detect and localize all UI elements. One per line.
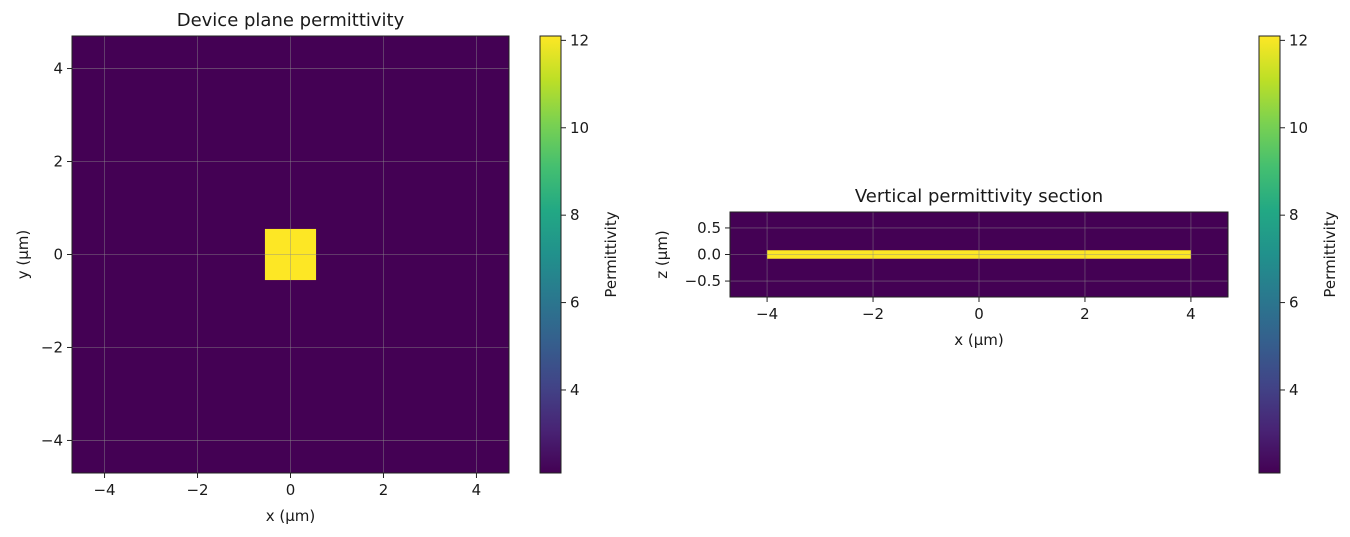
chart1-xlabel: x (μm)	[266, 507, 316, 525]
colorbar2-gradient	[1258, 35, 1281, 474]
colorbar-2: 4 6 8 10 12 Permittivity	[1258, 31, 1339, 474]
colorbar-tick-label: 10	[570, 119, 589, 137]
colorbar-tick-label: 6	[570, 294, 580, 312]
y-tick-label: 0	[53, 246, 63, 264]
chart-vertical-section: Vertical permittivity section −4 −2 0 2 4 −0…	[653, 186, 1229, 349]
colorbar-tick-label: 10	[1289, 119, 1308, 137]
chart1-title: Device plane permittivity	[177, 10, 405, 31]
colorbar-tick-label: 4	[1289, 381, 1299, 399]
y-tick-label: −2	[41, 338, 63, 356]
chart1-ylabel: y (μm)	[14, 230, 32, 280]
colorbar-tick-label: 4	[570, 381, 580, 399]
x-tick-label: 2	[379, 481, 389, 499]
y-tick-label: 0.5	[697, 219, 721, 237]
chart2-title: Vertical permittivity section	[855, 186, 1103, 207]
chart-device-plane: Device plane permittivity −4 −2 0 2 4 −4 −2 0 2…	[14, 10, 510, 525]
x-tick-label: 2	[1080, 305, 1090, 323]
y-tick-label: −4	[41, 431, 63, 449]
x-tick-label: 0	[974, 305, 984, 323]
x-tick-label: −4	[93, 481, 115, 499]
colorbar-tick-label: 6	[1289, 294, 1299, 312]
colorbar-1: 4 6 8 10 12 Permittivity	[539, 31, 620, 474]
colorbar-tick-label: 8	[570, 206, 580, 224]
y-tick-label: 4	[53, 60, 63, 78]
y-tick-label: 2	[53, 153, 63, 171]
x-tick-label: 4	[472, 481, 482, 499]
colorbar-tick-label: 8	[1289, 206, 1299, 224]
colorbar1-gradient	[539, 35, 562, 474]
chart2-ylabel: z (μm)	[653, 230, 671, 279]
x-tick-label: −2	[862, 305, 884, 323]
y-tick-label: 0.0	[697, 246, 721, 264]
x-tick-label: 4	[1186, 305, 1196, 323]
x-tick-label: −2	[186, 481, 208, 499]
x-tick-label: −4	[756, 305, 778, 323]
chart2-xlabel: x (μm)	[954, 331, 1004, 349]
colorbar-tick-label: 12	[1289, 31, 1308, 49]
colorbar-tick-label: 12	[570, 31, 589, 49]
colorbar2-label: Permittivity	[1321, 211, 1339, 297]
colorbar1-label: Permittivity	[602, 211, 620, 297]
x-tick-label: 0	[286, 481, 296, 499]
y-tick-label: −0.5	[685, 272, 721, 290]
